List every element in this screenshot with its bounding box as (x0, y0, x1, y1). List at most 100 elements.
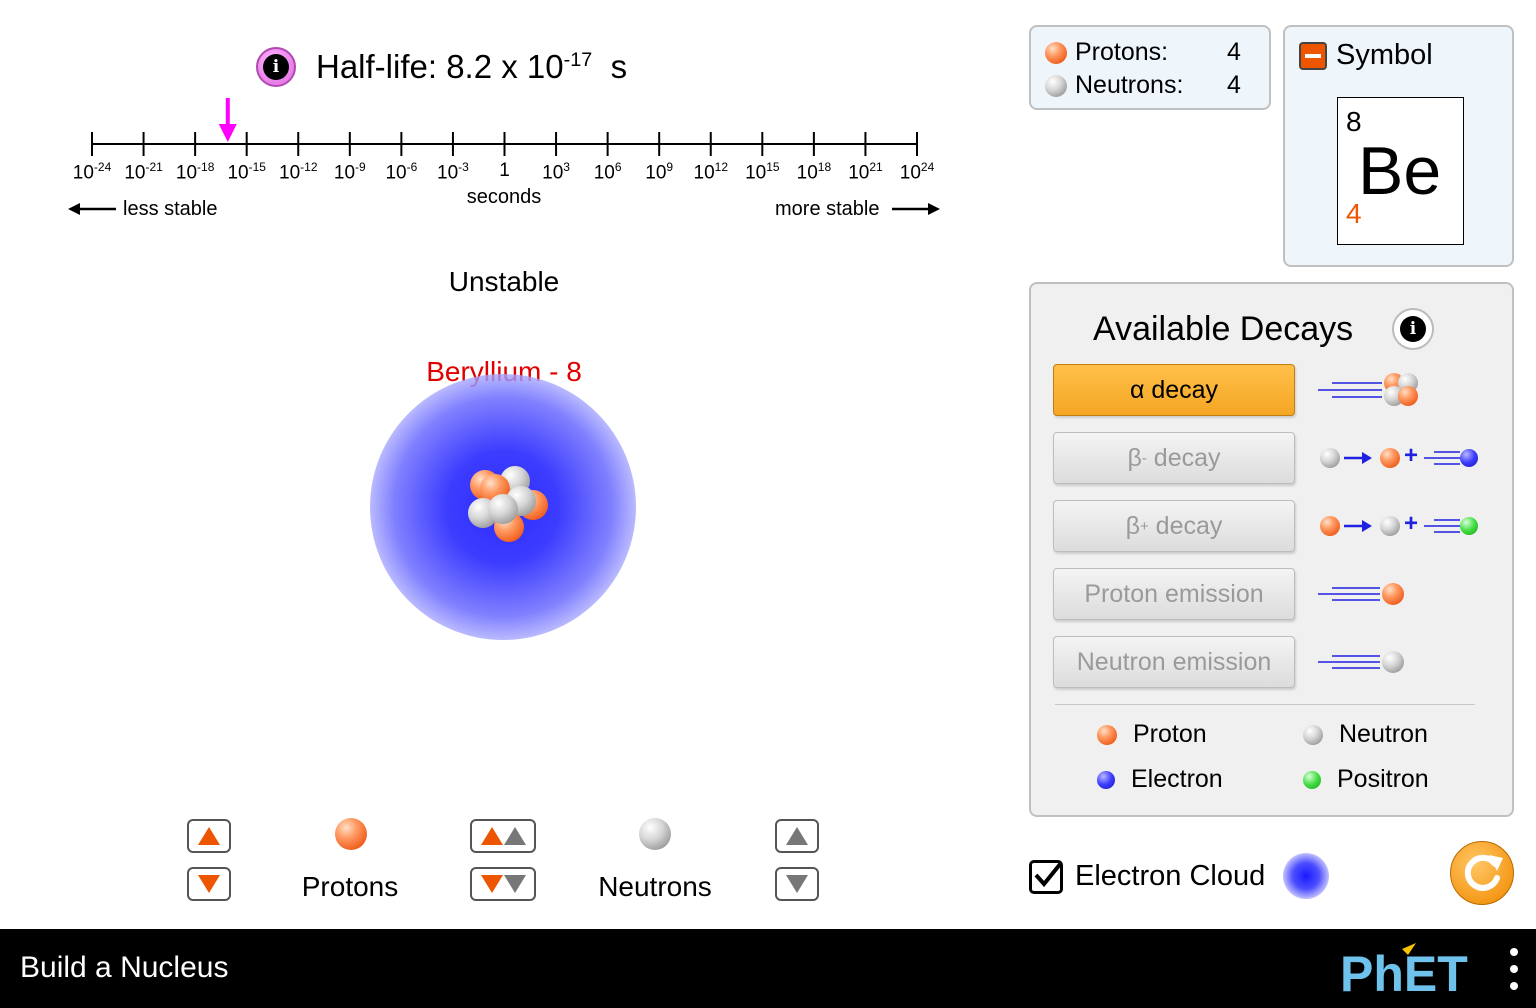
available-decays-panel: Available Decays i α decay β- decay β + d… (1029, 282, 1514, 817)
decays-info-button[interactable]: i (1392, 308, 1434, 350)
timeline-tick-label: 10-12 (279, 160, 318, 184)
timeline-tick-label: 1012 (693, 160, 729, 184)
svg-text:PhET: PhET (1340, 946, 1468, 995)
half-life-exponent: -17 (563, 49, 593, 71)
legend-proton: Proton (1097, 720, 1207, 749)
checkmark-icon (1034, 861, 1062, 888)
atomic-number: 4 (1346, 198, 1362, 229)
neutron-particle[interactable] (488, 494, 518, 524)
timeline-tick-label: 106 (593, 160, 622, 184)
arrow-up-icon (503, 827, 526, 845)
timeline-tick-label: 10-6 (385, 160, 418, 184)
neutron-count-row: Neutrons: (1045, 71, 1183, 100)
half-life-timeline (91, 98, 918, 156)
proton-icon (1097, 724, 1117, 745)
proton-count-value: 4 (1227, 38, 1241, 66)
timeline-tick-label: 1024 (899, 160, 935, 184)
timeline-tick-label: 1015 (745, 160, 780, 184)
neutron-icon (1045, 74, 1067, 97)
beta-minus-suffix: decay (1146, 443, 1221, 472)
element-symbol-box: 8 Be 4 (1337, 97, 1464, 245)
timeline-tick-label: 10-9 (333, 160, 366, 184)
timeline-tick-label: 10-24 (72, 160, 112, 184)
add-proton-neutron-button[interactable] (470, 819, 536, 853)
timeline-tick-label: 10-18 (175, 160, 215, 184)
timeline-tick-label: 1 (499, 160, 510, 181)
positron-icon (1303, 770, 1321, 789)
remove-neutron-button[interactable] (775, 867, 819, 901)
beta-minus-sup: - (1141, 449, 1147, 467)
symbol-panel: Symbol 8 Be 4 (1283, 25, 1514, 267)
protons-label: Protons (301, 871, 399, 902)
neutrons-label: Neutrons (598, 871, 712, 902)
electron-cloud-label[interactable]: Electron Cloud (1075, 860, 1266, 892)
beta-minus-decay-button[interactable]: β- decay (1053, 432, 1295, 484)
add-neutron-button[interactable] (775, 819, 819, 853)
beta-minus-symbol: β (1127, 443, 1142, 472)
proton-source-icon[interactable] (335, 818, 367, 850)
symbol-collapse-button[interactable] (1299, 42, 1327, 70)
proton-emission-button[interactable]: Proton emission (1053, 568, 1295, 620)
legend-neutron-label: Neutron (1339, 720, 1428, 748)
arrow-down-icon (480, 875, 503, 893)
legend-positron: Positron (1303, 765, 1429, 794)
decays-divider (1055, 704, 1475, 705)
legend-positron-label: Positron (1337, 765, 1429, 793)
electron-cloud-icon (1283, 853, 1329, 899)
arrow-down-icon (198, 875, 220, 893)
beta-plus-icon: + (1318, 500, 1488, 552)
arrow-down-icon (786, 875, 808, 893)
remove-proton-neutron-button[interactable] (470, 867, 536, 901)
reset-all-button[interactable] (1450, 841, 1514, 905)
neutron-emission-icon (1318, 636, 1488, 688)
particle-counts-panel: Protons: 4 Neutrons: 4 (1029, 25, 1271, 110)
add-proton-button[interactable] (187, 819, 231, 853)
legend-proton-label: Proton (1133, 720, 1207, 748)
half-life-header: i Half-life: 8.2 x 10-17 s (256, 42, 627, 92)
half-life-label: Half-life: 8.2 x 10 (316, 48, 564, 85)
remove-proton-button[interactable] (187, 867, 231, 901)
info-icon: i (263, 54, 289, 80)
legend-electron: Electron (1097, 765, 1223, 794)
half-life-marker-arrow-icon (218, 124, 237, 142)
timeline-tick-label: 10-21 (124, 160, 163, 184)
phet-logo-icon: PhET (1340, 943, 1468, 1002)
beta-plus-decay-button[interactable]: β + decay (1053, 500, 1295, 552)
mass-number: 8 (1346, 106, 1362, 137)
info-icon: i (1400, 316, 1426, 342)
alpha-decay-button[interactable]: α decay (1053, 364, 1295, 416)
alpha-decay-label: α decay (1129, 375, 1219, 404)
proton-emission-icon (1318, 568, 1488, 620)
symbol-title: Symbol (1336, 39, 1433, 71)
less-stable-label: less stable (123, 198, 218, 220)
legend-electron-label: Electron (1131, 765, 1223, 793)
decays-title: Available Decays (1093, 310, 1354, 348)
proton-count-row: Protons: (1045, 38, 1168, 67)
half-life-info-button[interactable]: i (256, 47, 296, 87)
neutron-source-icon[interactable] (639, 818, 671, 850)
arrow-up-icon (198, 827, 220, 845)
neutron-count-label: Neutrons: (1075, 71, 1184, 99)
half-life-unit: s (610, 48, 628, 85)
alpha-particle-icon (1318, 364, 1488, 416)
timeline-tick-label: 10-15 (227, 160, 266, 184)
more-menu-icon[interactable] (1504, 947, 1524, 991)
neutron-emission-button[interactable]: Neutron emission (1053, 636, 1295, 688)
neutron-count-value: 4 (1227, 71, 1241, 99)
beta-plus-suffix: decay (1148, 511, 1223, 540)
electron-cloud-checkbox[interactable] (1029, 860, 1063, 894)
phet-logo[interactable]: PhET (1340, 943, 1490, 1002)
legend-neutron: Neutron (1303, 720, 1428, 749)
timeline-tick-label: 109 (645, 160, 674, 184)
proton-icon (1045, 41, 1067, 64)
timeline-tick-label: 1021 (848, 160, 883, 184)
timeline-tick-label: 10-3 (437, 160, 469, 184)
proton-emission-label: Proton emission (1084, 579, 1264, 608)
nucleus[interactable] (460, 460, 560, 550)
timeline-tick-label: 103 (542, 160, 570, 184)
arrow-up-icon (480, 827, 503, 845)
arrow-left-icon (68, 203, 116, 215)
half-life-marker (218, 98, 237, 142)
stability-label: Unstable (448, 266, 560, 297)
arrow-down-icon (503, 875, 526, 893)
